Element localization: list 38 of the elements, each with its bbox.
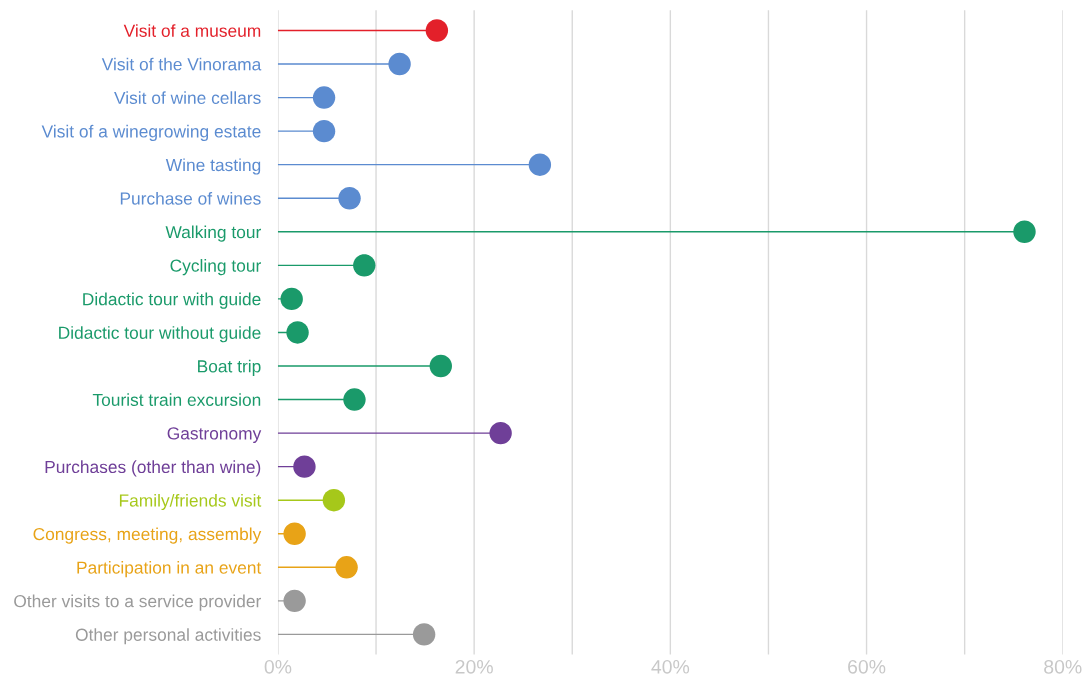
point (283, 589, 306, 613)
y-tick-label: Didactic tour without guide (59, 326, 261, 343)
point (1013, 220, 1036, 243)
y-tick-label: Visit of the Vinorama (101, 57, 262, 71)
y-tick-label: Participation in an event (77, 561, 262, 578)
point (388, 52, 411, 76)
y-tick-label: Purchase of wines (120, 191, 261, 205)
y-tick-label: Gastronomy (167, 427, 262, 443)
point (280, 287, 303, 311)
y-tick-label: Tourist train excursion (92, 393, 261, 407)
y-tick-label: Didactic tour with guide (83, 292, 261, 309)
y-tick-label: Boat trip (198, 359, 261, 376)
point (322, 489, 346, 512)
point (429, 354, 452, 378)
point (312, 119, 336, 143)
point (286, 321, 309, 344)
point (343, 388, 366, 411)
y-tick-label: Congress, meeting, assembly (33, 527, 262, 544)
y-tick-label: Wine tasting (165, 158, 261, 175)
point (335, 556, 358, 579)
point (489, 421, 512, 445)
y-tick-label: Visit of a winegrowing estate (41, 124, 261, 142)
y-tick-label: Visit of a museum (123, 24, 261, 37)
y-tick-label: Purchases (other than wine) (45, 460, 261, 477)
y-tick-label: Visit of wine cellars (114, 91, 261, 105)
y-tick-label: Walking tour (165, 225, 261, 242)
point (312, 86, 336, 109)
y-tick-label: Family/friends visit (119, 493, 262, 511)
point (283, 522, 306, 545)
y-tick-label: Other visits to a service provider (14, 594, 262, 611)
point (293, 455, 316, 478)
y-tick-label: Other personal activities (75, 628, 261, 645)
y-tick-label: Cycling tour (170, 259, 261, 276)
point (338, 187, 361, 210)
point (528, 153, 552, 176)
point (425, 19, 449, 42)
point (412, 623, 436, 646)
point (353, 254, 376, 277)
